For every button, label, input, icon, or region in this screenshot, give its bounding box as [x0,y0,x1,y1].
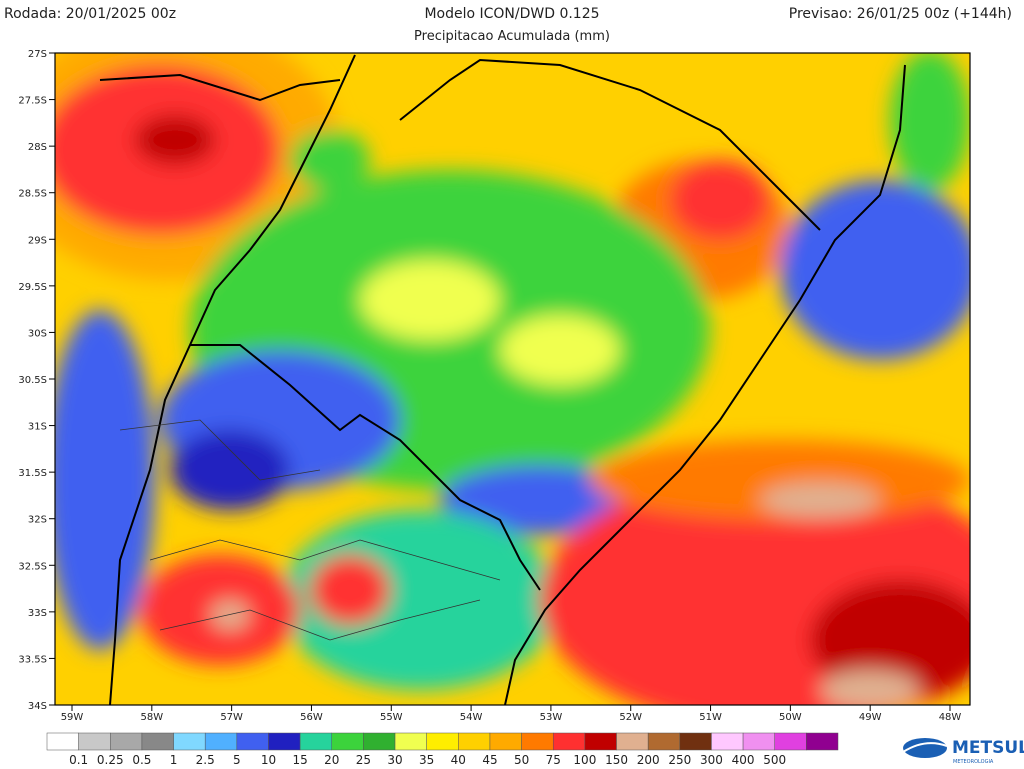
legend-swatch [299,732,333,751]
logo-tagline: METEOROLOGIA [953,759,994,765]
legend-swatch [489,732,522,751]
legend-label: 400 [732,753,755,767]
legend-swatch [552,732,586,751]
borders [99,54,906,705]
lat-label: 28S [28,142,47,153]
legend-swatch [679,732,712,751]
lat-label: 29S [28,235,47,246]
lat-label: 29.5S [18,282,47,293]
lat-label: 33S [28,608,47,619]
subtitle: Precipitacao Acumulada (mm) [414,29,610,44]
legend-label: 35 [419,753,434,767]
lat-label: 30S [28,328,47,339]
legend-label: 100 [573,753,596,767]
lon-label: 59W [61,712,84,723]
lon-label: 51W [699,712,722,723]
legend-label: 200 [637,753,660,767]
lon-label: 56W [300,712,323,723]
legend-swatch [110,732,143,751]
lat-label: 31.5S [18,468,47,479]
lat-label: 30.5S [18,375,47,386]
legend-label: 5 [233,753,241,767]
lon-label: 48W [939,712,962,723]
legend-swatch [141,732,174,751]
legend-swatch [331,732,364,751]
lon-label: 57W [220,712,243,723]
lon-label: 50W [779,712,802,723]
legend-label: 0.1 [69,753,88,767]
lat-label: 33.5S [18,654,47,665]
legend-swatch [711,732,744,751]
legend-swatch [647,732,681,751]
run-label: Rodada: 20/01/2025 00z [4,6,176,22]
legend-swatch [584,732,617,751]
legend-label: 20 [324,753,339,767]
lat-label: 34S [28,701,47,712]
legend-label: 0.25 [97,753,124,767]
legend: 0.1 0.25 0.5 1 2.5 5 10 15 20 25 30 35 40 45 50 75 100 15… [46,732,839,767]
lat-label: 28.5S [18,189,47,200]
axes: 27S 27.5S 28S 28.5S 29S 29.5S 30S 30.5S 31S 31.5S… [18,49,961,723]
legend-label: 10 [261,753,276,767]
legend-swatch [458,732,491,751]
legend-label: 30 [387,753,402,767]
legend-swatch [806,732,839,751]
logo-name: METSUL [952,738,1024,758]
lon-label: 55W [380,712,403,723]
legend-label: 150 [605,753,628,767]
legend-swatch [46,732,79,751]
legend-swatch [236,732,269,751]
lat-label: 32.5S [18,561,47,572]
legend-label: 0.5 [132,753,151,767]
lat-label: 31S [28,422,47,433]
legend-label: 250 [668,753,691,767]
lat-label: 32S [28,515,47,526]
legend-swatch [521,732,554,751]
legend-label: 1 [170,753,178,767]
legend-label: 25 [356,753,371,767]
legend-swatch [742,732,775,751]
forecast-label: Previsao: 26/01/25 00z (+144h) [789,6,1012,22]
lon-label: 52W [619,712,642,723]
legend-label: 75 [546,753,561,767]
legend-swatch [78,732,111,751]
legend-label: 500 [763,753,786,767]
lon-label: 58W [141,712,164,723]
lat-label: 27S [28,49,47,60]
legend-label: 2.5 [196,753,215,767]
legend-swatch [204,732,238,751]
lon-label: 53W [540,712,563,723]
legend-swatch [173,732,206,751]
lon-label: 49W [859,712,882,723]
legend-label: 15 [292,753,307,767]
model-label: Modelo ICON/DWD 0.125 [424,6,599,22]
legend-label: 300 [700,753,723,767]
legend-swatch [774,732,807,751]
legend-label: 40 [451,753,466,767]
lat-label: 27.5S [18,96,47,107]
legend-swatch [268,732,301,751]
legend-swatch [616,732,649,751]
legend-swatch [426,732,459,751]
legend-label: 45 [482,753,497,767]
legend-swatch [394,732,427,751]
legend-label: 50 [514,753,529,767]
legend-swatch [363,732,396,751]
lon-label: 54W [460,712,483,723]
precip-field [55,53,970,705]
logo: METSUL METEOROLOGIA [902,738,1024,765]
